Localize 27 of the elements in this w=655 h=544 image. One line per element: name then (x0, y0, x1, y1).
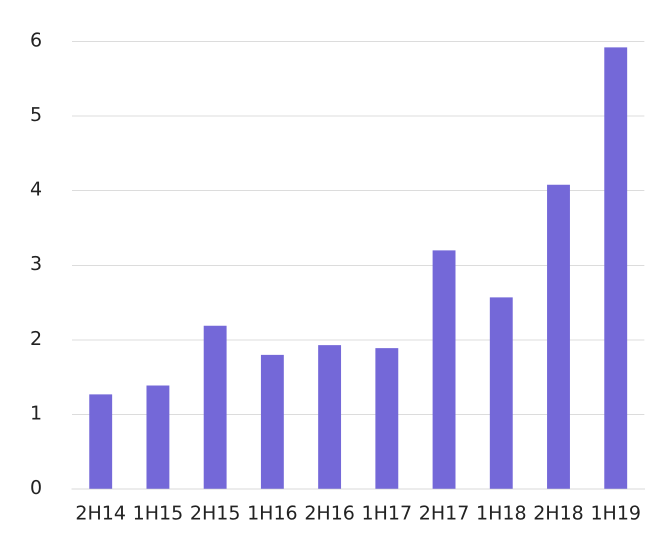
bar (604, 47, 628, 489)
y-tick-label: 5 (30, 104, 42, 126)
x-tick-label: 1H18 (476, 502, 527, 525)
bar (432, 250, 456, 489)
bar (547, 184, 570, 489)
y-tick-label: 0 (30, 477, 42, 500)
y-tick-label: 4 (30, 178, 42, 201)
x-tick-label: 1H15 (132, 502, 184, 525)
bar (318, 345, 342, 489)
y-tick-label: 2 (30, 328, 42, 350)
y-tick-label: 6 (30, 29, 42, 52)
bar (375, 348, 398, 489)
bar (89, 394, 112, 489)
x-tick-label: 2H18 (533, 502, 584, 525)
x-tick-label: 1H17 (362, 502, 412, 525)
x-tick-label: 2H16 (304, 502, 355, 525)
y-tick-label: 3 (30, 253, 42, 276)
x-tick-label: 1H16 (247, 502, 298, 525)
y-tick-label: 1 (30, 402, 42, 425)
bar (204, 326, 227, 489)
bar (146, 385, 170, 489)
x-tick-label: 2H14 (75, 502, 126, 525)
x-tick-label: 1H19 (590, 502, 642, 525)
x-tick-label: 2H17 (418, 502, 470, 525)
x-tick-label: 2H15 (190, 502, 240, 525)
bar (490, 297, 513, 489)
bar (260, 354, 284, 489)
